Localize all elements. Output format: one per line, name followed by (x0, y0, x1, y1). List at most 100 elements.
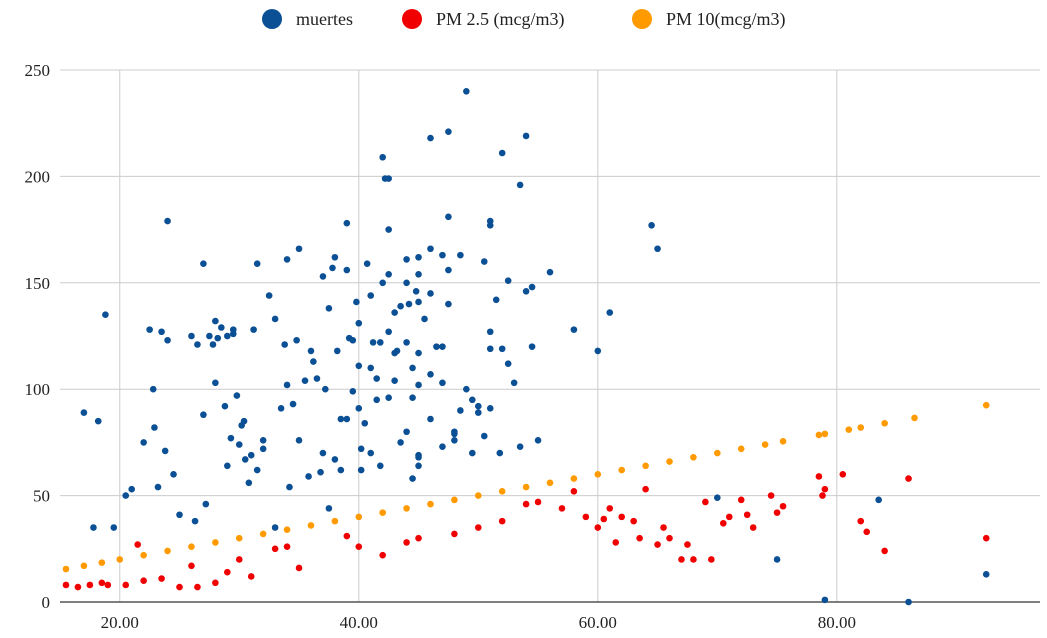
data-point-muertes (94, 417, 102, 425)
data-point-muertes (343, 266, 351, 274)
data-point-muertes (480, 258, 488, 265)
data-point-pm25 (74, 583, 82, 591)
data-point-pm25 (283, 543, 291, 550)
data-point-muertes (322, 385, 329, 393)
data-point-muertes (445, 213, 452, 221)
data-point-pm25 (636, 534, 643, 542)
legend-marker-pm10 (632, 9, 652, 29)
data-point-pm25 (630, 517, 637, 525)
data-point-pm25 (857, 517, 865, 525)
data-point-pm10 (815, 431, 823, 439)
data-point-muertes (191, 517, 199, 525)
data-point-pm25 (104, 581, 112, 589)
data-point-muertes (391, 309, 398, 316)
data-point-muertes (654, 245, 661, 253)
data-point-muertes (528, 343, 536, 350)
data-point-pm10 (982, 401, 990, 409)
data-point-muertes (200, 260, 207, 267)
data-point-muertes (405, 300, 413, 308)
data-point-muertes (492, 296, 500, 304)
data-point-muertes (373, 375, 381, 382)
data-point-muertes (439, 443, 446, 450)
data-point-muertes (403, 256, 410, 263)
data-point-muertes (319, 273, 327, 280)
data-point-muertes (355, 362, 363, 370)
data-point-pm25 (767, 492, 775, 499)
data-point-pm25 (618, 513, 626, 521)
data-point-pm10 (307, 522, 315, 529)
data-point-pm25 (247, 573, 255, 580)
data-point-muertes (343, 219, 351, 227)
data-point-muertes (149, 385, 157, 393)
data-point-pm25 (600, 515, 608, 523)
data-point-muertes (227, 434, 235, 442)
data-point-pm25 (534, 498, 542, 506)
data-point-muertes (415, 298, 422, 306)
data-point-muertes (415, 381, 422, 389)
data-point-pm25 (612, 539, 620, 546)
data-point-pm10 (666, 458, 673, 465)
data-point-muertes (385, 394, 392, 402)
data-point-pm10 (642, 462, 649, 470)
data-point-muertes (498, 345, 506, 353)
data-point-muertes (218, 324, 225, 331)
data-point-muertes (233, 392, 241, 399)
data-point-muertes (253, 260, 261, 267)
data-point-muertes (504, 360, 512, 367)
data-point-muertes (164, 336, 171, 344)
data-point-muertes (480, 432, 488, 440)
data-point-pm10 (779, 438, 787, 445)
data-point-pm10 (737, 445, 745, 453)
data-point-muertes (534, 436, 542, 444)
data-point-pm25 (224, 568, 231, 576)
gridlines (60, 69, 1040, 603)
data-point-pm10 (690, 453, 697, 461)
data-point-muertes (469, 449, 476, 457)
data-point-pm25 (905, 475, 912, 482)
data-point-pm25 (690, 556, 697, 563)
data-point-pm25 (678, 556, 685, 563)
data-point-muertes (140, 439, 147, 446)
data-point-muertes (403, 339, 410, 346)
data-point-muertes (875, 496, 882, 504)
data-point-pm25 (403, 539, 410, 546)
data-point-pm10 (427, 500, 434, 508)
data-point-muertes (522, 132, 530, 140)
data-point-pm10 (522, 483, 530, 491)
data-point-muertes (486, 405, 494, 412)
legend-label-pm25: PM 2.5 (mcg/m3) (436, 9, 565, 30)
data-point-muertes (240, 417, 248, 425)
data-point-muertes (648, 222, 655, 229)
data-point-muertes (427, 371, 434, 378)
data-point-muertes (427, 245, 434, 253)
data-point-pm25 (737, 496, 745, 504)
data-point-pm25 (642, 485, 649, 493)
data-point-muertes (498, 149, 506, 157)
data-point-muertes (229, 326, 237, 333)
data-point-pm25 (660, 524, 667, 531)
data-point-muertes (421, 315, 428, 323)
data-point-muertes (146, 326, 153, 333)
data-point-muertes (206, 332, 213, 340)
data-point-muertes (355, 405, 363, 412)
data-point-pm25 (594, 524, 602, 531)
data-point-muertes (355, 319, 363, 327)
data-point-pm10 (140, 551, 147, 559)
data-point-muertes (409, 475, 416, 482)
data-point-muertes (283, 381, 291, 389)
data-point-pm25 (62, 581, 70, 589)
data-point-muertes (337, 466, 345, 474)
data-point-pm25 (881, 547, 888, 555)
data-point-muertes (361, 419, 369, 427)
data-point-muertes (570, 326, 578, 333)
data-point-pm10 (331, 517, 339, 525)
x-tick-label: 60.00 (579, 613, 617, 632)
data-point-muertes (427, 290, 434, 297)
data-point-muertes (247, 451, 255, 459)
data-point-muertes (188, 332, 195, 340)
data-point-muertes (224, 332, 231, 340)
legend-label-pm10: PM 10(mcg/m3) (666, 9, 786, 30)
data-point-pm10 (379, 509, 386, 516)
data-point-pm10 (62, 565, 70, 573)
